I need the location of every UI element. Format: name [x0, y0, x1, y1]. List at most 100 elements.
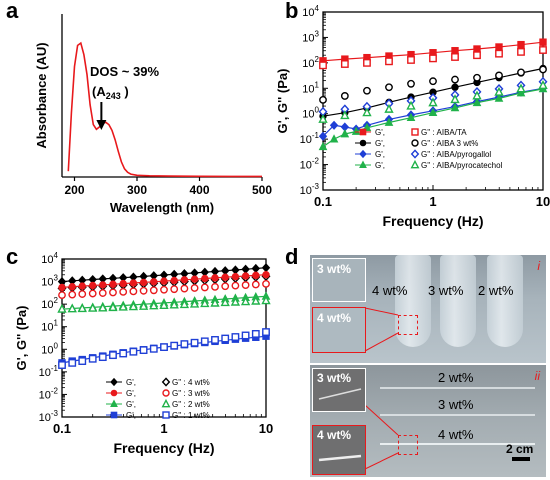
data-point	[538, 80, 548, 89]
legend-g1: G',	[375, 128, 385, 137]
photo-marker-ii: ii	[534, 369, 540, 383]
data-point	[495, 43, 503, 51]
fiber-label-3wt: 3 wt%	[438, 397, 474, 412]
y-tick-label: 100	[302, 106, 319, 121]
data-point	[451, 47, 459, 55]
data-point	[98, 302, 108, 312]
series-1	[319, 46, 547, 70]
data-point	[68, 358, 77, 367]
data-point	[98, 289, 107, 297]
data-point	[129, 279, 138, 287]
x-tick-label: 500	[252, 183, 272, 197]
data-point	[98, 353, 107, 362]
data-point	[362, 107, 372, 117]
data-point	[351, 126, 361, 135]
data-point	[109, 351, 117, 360]
x-axis-label: Frequency (Hz)	[382, 213, 483, 229]
data-point	[517, 40, 525, 49]
data-point	[473, 73, 481, 82]
x-tick-label: 10	[536, 194, 550, 209]
data-point	[231, 272, 240, 281]
tube-label-3wt: 3 wt%	[428, 283, 464, 298]
legend-g2: G'' : AIBA/TA	[421, 128, 467, 137]
data-point	[539, 65, 547, 74]
data-point	[78, 290, 87, 298]
data-point	[200, 337, 209, 346]
data-point	[57, 303, 67, 313]
panel-label-c: c	[6, 244, 19, 269]
fiber-label-4wt: 4 wt%	[438, 427, 474, 442]
fiber-label-2wt: 2 wt%	[438, 370, 474, 385]
data-point	[180, 340, 189, 348]
data-point	[340, 92, 349, 100]
legend-marker-open	[161, 398, 171, 408]
data-point	[139, 278, 148, 287]
data-point	[539, 46, 547, 54]
x-tick-label: 0.1	[314, 194, 332, 209]
y-tick-label: 103	[41, 274, 58, 289]
annotation-arrow-head	[96, 120, 107, 130]
absorbance-curve	[67, 41, 262, 178]
data-point	[150, 278, 158, 286]
tube-2wt	[487, 255, 523, 347]
zoom-lines	[364, 307, 399, 352]
data-point	[240, 296, 251, 306]
data-point	[241, 281, 250, 289]
data-point	[451, 53, 459, 61]
legend-g2: G'' : 1 wt%	[172, 411, 210, 420]
legend-g1: G',	[126, 411, 136, 420]
data-point	[88, 302, 98, 312]
data-point	[221, 282, 230, 291]
zoom-box-fiber	[398, 435, 418, 455]
legend-g2: G'' : 3 wt%	[172, 389, 210, 398]
data-point	[180, 276, 189, 284]
x-tick-label: 1	[429, 194, 436, 209]
y-tick-label: 10-1	[300, 131, 320, 146]
x-tick-label: 200	[64, 183, 84, 197]
uv-absorbance-chart: 200 300 400 500 Wavelength (nm) Absorbance (A…	[34, 14, 272, 215]
tube-4wt	[395, 255, 431, 347]
data-point	[179, 299, 190, 309]
data-point	[170, 276, 178, 285]
data-point	[68, 290, 77, 299]
data-point	[318, 114, 328, 123]
data-point	[495, 71, 503, 80]
inset-bottom-fiber: 4 wt%	[312, 425, 366, 475]
data-point	[58, 291, 66, 300]
data-point	[189, 298, 200, 308]
data-point	[251, 263, 260, 274]
data-point	[68, 283, 76, 291]
data-point	[78, 282, 86, 290]
data-point	[201, 274, 209, 283]
legend-marker-open	[410, 149, 420, 159]
data-point	[451, 83, 459, 91]
data-point	[494, 86, 504, 96]
data-point	[139, 286, 148, 295]
data-point	[319, 95, 327, 104]
data-point	[241, 264, 250, 274]
y-axis-label: Absorbance (AU)	[34, 42, 49, 148]
data-point	[118, 301, 128, 311]
fibers	[364, 387, 535, 470]
panel-label-b: b	[285, 0, 299, 23]
data-point	[88, 354, 97, 363]
data-point	[109, 288, 117, 297]
series-5	[57, 295, 271, 313]
data-point	[494, 93, 504, 102]
data-point	[472, 90, 482, 100]
y-tick-label: 101	[41, 319, 58, 334]
photo-fibers: 3 wt% 4 wt% 2 wt% 3 wt% 4 wt% ii 2 cm	[310, 365, 546, 477]
data-point	[149, 286, 158, 295]
data-point	[78, 357, 87, 365]
data-point	[363, 86, 371, 95]
inset-top-label: 3 wt%	[317, 262, 352, 276]
data-point	[428, 97, 438, 107]
data-point	[517, 47, 525, 56]
legend-marker-filled	[359, 160, 367, 169]
legend: G', G'' : AIBA/TA G', G'' : AIBA 3 wt% G', G'…	[355, 128, 503, 170]
data-point	[385, 83, 393, 92]
series-3	[319, 65, 547, 104]
data-point	[129, 347, 138, 356]
data-point	[340, 129, 350, 138]
inset-top: 3 wt%	[312, 258, 366, 302]
